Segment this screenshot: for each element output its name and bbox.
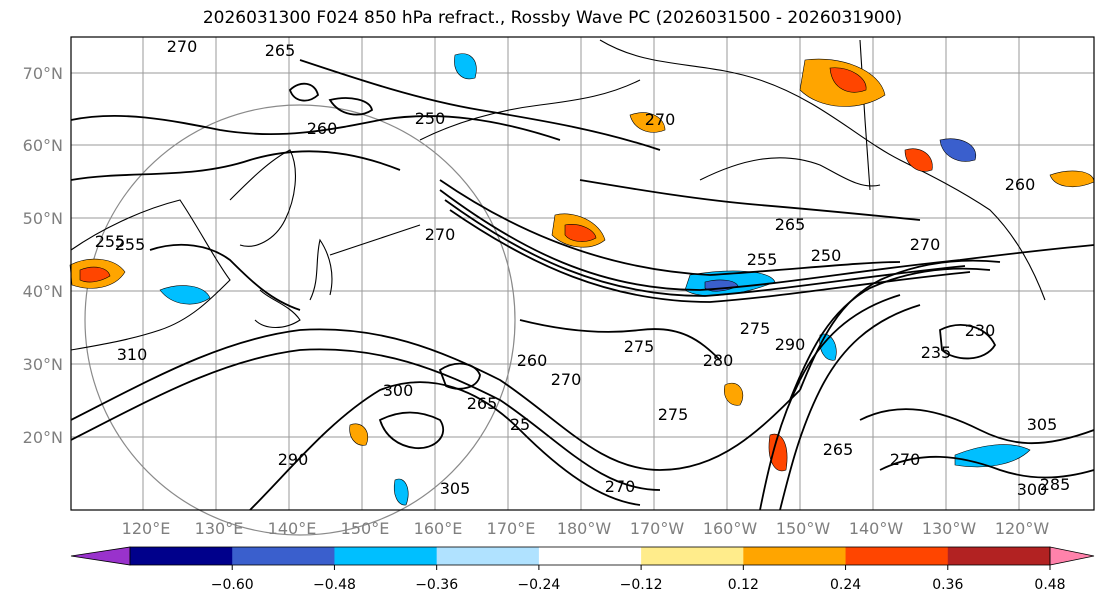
latitude-label: 20°N (23, 428, 63, 447)
contour-label: 255 (115, 235, 146, 254)
longitude-labels: 120°E 130°E 140°E 150°E 160°E 170°E 180°W 170°W… (122, 519, 1050, 538)
colorbar-segment (130, 547, 233, 565)
contour-label: 260 (307, 119, 338, 138)
colorbar-extend-high (1049, 546, 1095, 566)
anomaly-shading (69, 53, 1095, 506)
longitude-label: 150°W (776, 519, 831, 538)
colorbar-extend-low (70, 546, 131, 566)
contour-label: 290 (775, 335, 806, 354)
contour-label: 265 (775, 215, 806, 234)
contour-label: 230 (965, 321, 996, 340)
latitude-label: 30°N (23, 355, 63, 374)
contour-label: 275 (624, 337, 655, 356)
contour-label: 265 (467, 394, 498, 413)
contour-label: 25 (510, 415, 530, 434)
colorbar-tick-label: 0.36 (932, 577, 963, 593)
contour-label: 300 (383, 381, 414, 400)
colorbar-segment (743, 547, 847, 565)
contour-label: 300 (1017, 480, 1048, 499)
projection-circle (84, 104, 516, 536)
colorbar-segment (845, 547, 949, 565)
longitude-label: 160°W (703, 519, 758, 538)
contour-label: 250 (415, 109, 446, 128)
contour-label: 250 (811, 246, 842, 265)
colorbar-segment (641, 547, 744, 565)
contour-label: 270 (605, 477, 636, 496)
longitude-label: 170°W (630, 519, 685, 538)
map-plot-area: 270 265 260 250 265 270 255 250 270 255 275 275 280 2… (69, 36, 1095, 536)
contour-label: 260 (517, 351, 548, 370)
contour-label: 280 (703, 351, 734, 370)
colorbar-tick-label: −0.36 (415, 577, 458, 593)
contour-label: 285 (1040, 475, 1071, 494)
contour-label: 270 (645, 110, 676, 129)
longitude-label: 160°E (414, 519, 463, 538)
longitude-label: 180°W (557, 519, 612, 538)
coastlines (70, 39, 1046, 351)
contour-label: 305 (1027, 415, 1058, 434)
contour-label: 290 (278, 450, 309, 469)
colorbar-tick-label: −0.48 (313, 577, 356, 593)
contour-label: 310 (117, 345, 148, 364)
colorbar: −0.60 −0.48 −0.36 −0.24 −0.12 0.12 0.24 0.36 0.4… (70, 546, 1095, 593)
longitude-label: 120°W (995, 519, 1050, 538)
latitude-label: 70°N (23, 64, 63, 83)
longitude-label: 170°E (487, 519, 536, 538)
contour-label: 270 (910, 235, 941, 254)
contour-label: 275 (658, 405, 689, 424)
contour-label: 305 (440, 479, 471, 498)
colorbar-tick-label: −0.24 (517, 577, 560, 593)
longitude-label: 130°E (195, 519, 244, 538)
contour-label: 265 (265, 41, 296, 60)
contour-label: 270 (425, 225, 456, 244)
latitude-label: 40°N (23, 282, 63, 301)
contour-label: 265 (823, 440, 854, 459)
latitude-label: 50°N (23, 209, 63, 228)
contour-label: 275 (740, 319, 771, 338)
longitude-label: 120°E (122, 519, 171, 538)
contour-label: 255 (747, 250, 778, 269)
colorbar-segment (538, 547, 642, 565)
contour-label: 270 (551, 370, 582, 389)
longitude-label: 140°W (849, 519, 904, 538)
map-frame (70, 36, 1095, 511)
contour-label: 270 (167, 37, 198, 56)
longitude-label: 150°E (341, 519, 390, 538)
colorbar-tick-label: 0.48 (1034, 577, 1065, 593)
longitude-label: 140°E (268, 519, 317, 538)
colorbar-segment (436, 547, 540, 565)
colorbar-tick-label: −0.60 (211, 577, 254, 593)
contour-label: 235 (921, 343, 952, 362)
colorbar-tick-label: 0.12 (728, 577, 759, 593)
colorbar-tick-label: −0.12 (620, 577, 663, 593)
colorbar-segment (232, 547, 335, 565)
longitude-label: 130°W (922, 519, 977, 538)
graticule (71, 37, 1094, 510)
latitude-labels: 70°N 60°N 50°N 40°N 30°N 20°N (23, 64, 63, 447)
colorbar-tick-label: 0.24 (830, 577, 861, 593)
colorbar-segment (334, 547, 438, 565)
map-title: 2026031300 F024 850 hPa refract., Rossby… (202, 8, 903, 28)
colorbar-segment (947, 547, 1051, 565)
contour-label: 255 (95, 232, 126, 251)
refractivity-contours (70, 59, 1095, 511)
colorbar-outline (129, 546, 1051, 566)
contour-labels: 270 265 260 250 265 270 255 250 270 255 275 275 280 2… (95, 37, 1071, 499)
contour-label: 260 (1005, 175, 1036, 194)
latitude-label: 60°N (23, 136, 63, 155)
contour-label: 270 (890, 450, 921, 469)
